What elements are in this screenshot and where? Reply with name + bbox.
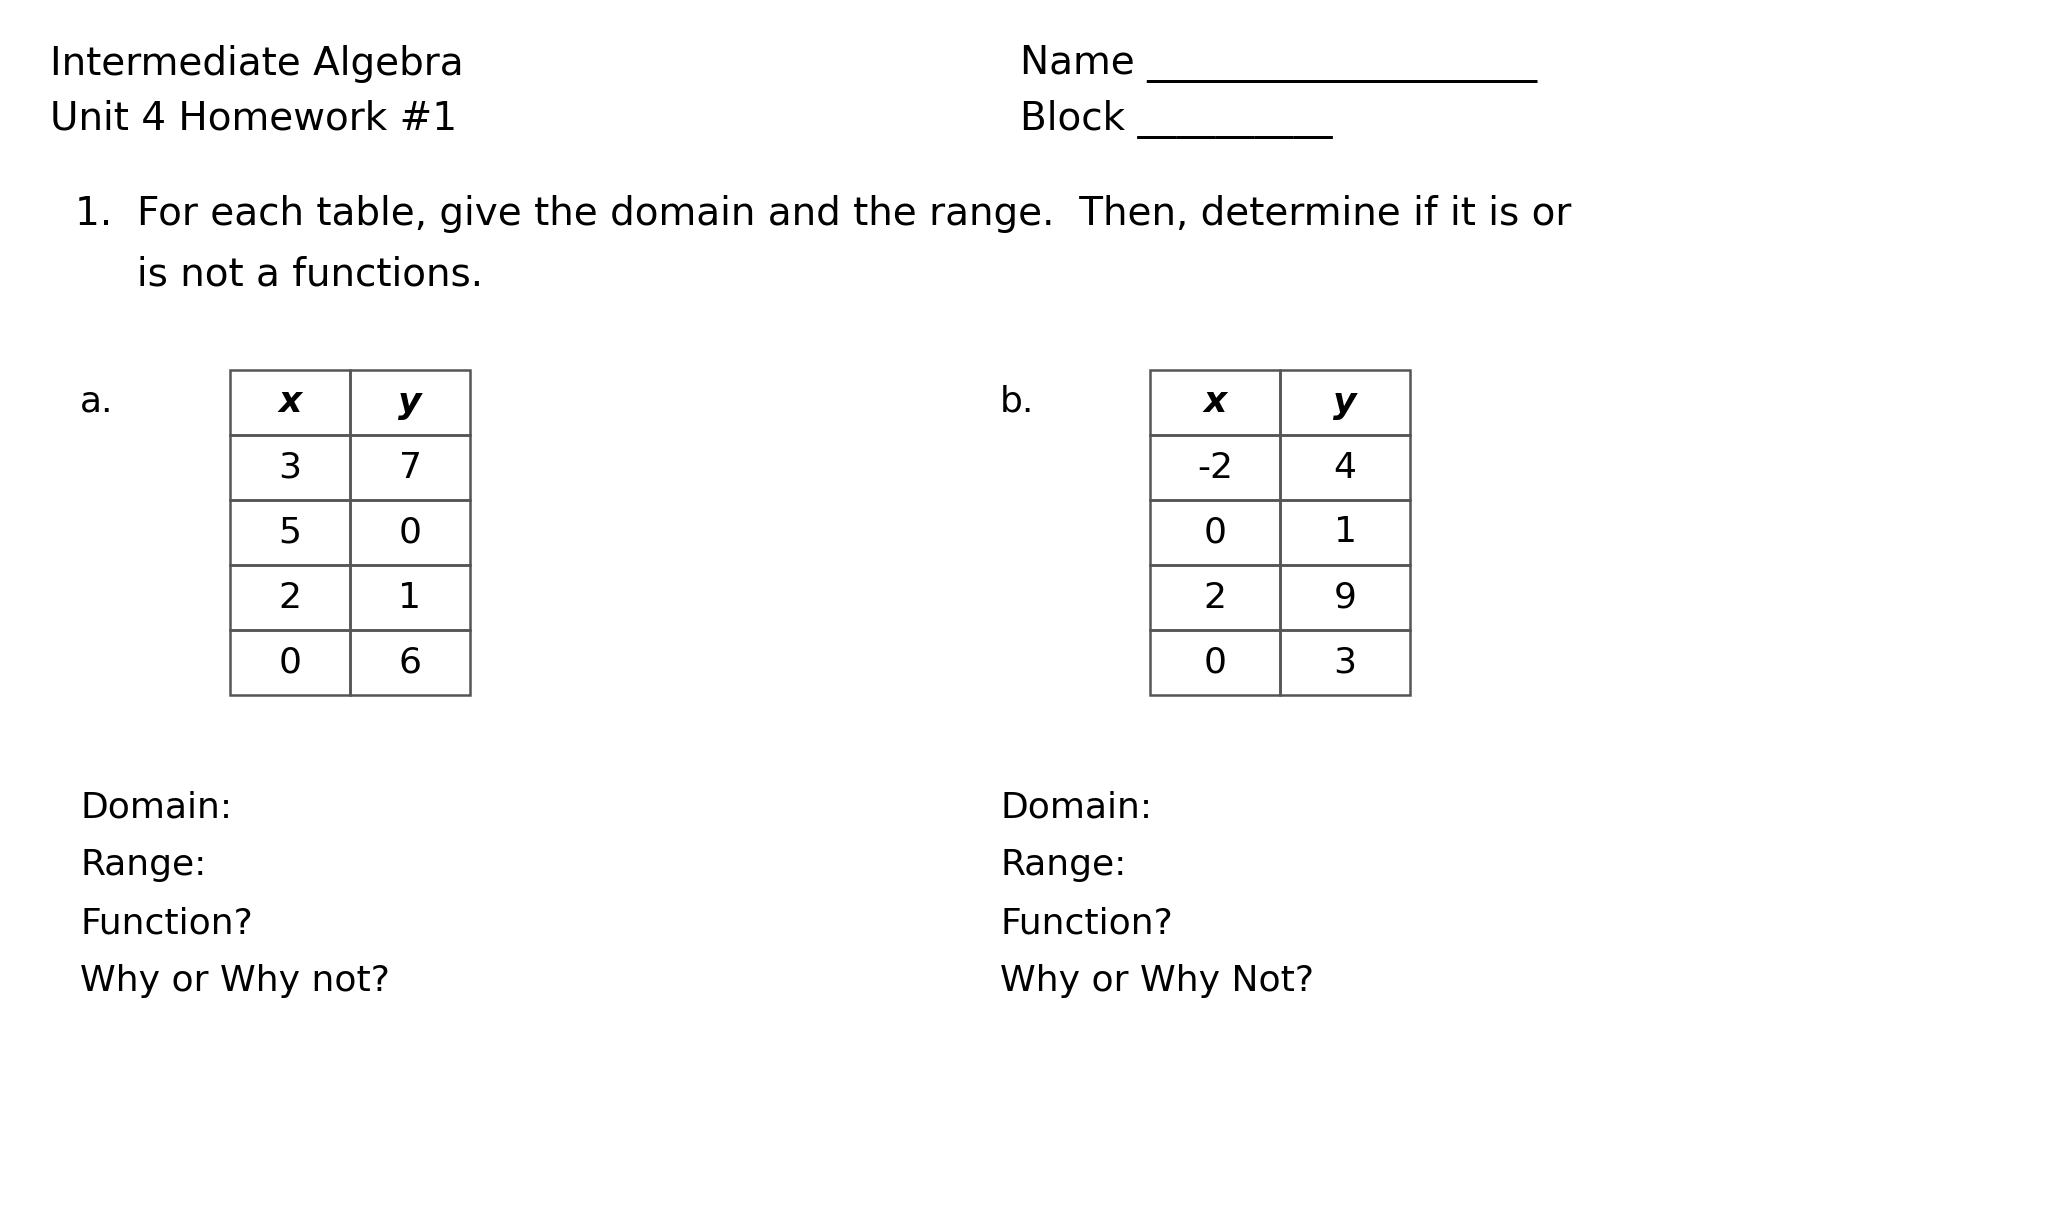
Bar xyxy=(229,565,350,630)
Text: 6: 6 xyxy=(399,646,421,680)
Text: 1: 1 xyxy=(1334,515,1356,549)
Bar xyxy=(1281,630,1410,695)
Text: 0: 0 xyxy=(399,515,421,549)
Text: 1.  For each table, give the domain and the range.  Then, determine if it is or: 1. For each table, give the domain and t… xyxy=(76,195,1571,233)
Text: Function?: Function? xyxy=(80,906,254,940)
Bar xyxy=(350,370,471,435)
Bar xyxy=(1281,370,1410,435)
Bar xyxy=(1150,370,1281,435)
Bar xyxy=(350,565,471,630)
Text: 0: 0 xyxy=(278,646,301,680)
Text: Range:: Range: xyxy=(80,848,207,882)
Text: Domain:: Domain: xyxy=(80,790,231,825)
Text: Domain:: Domain: xyxy=(1000,790,1152,825)
Text: 3: 3 xyxy=(1334,646,1356,680)
Bar xyxy=(1150,565,1281,630)
Text: a.: a. xyxy=(80,385,113,419)
Text: x: x xyxy=(1203,386,1228,419)
Bar xyxy=(350,435,471,501)
Text: Function?: Function? xyxy=(1000,906,1172,940)
Text: Name ____________________: Name ____________________ xyxy=(1021,45,1537,83)
Text: b.: b. xyxy=(1000,385,1035,419)
Text: Range:: Range: xyxy=(1000,848,1127,882)
Text: Intermediate Algebra: Intermediate Algebra xyxy=(49,45,464,83)
Bar xyxy=(229,370,350,435)
Text: Why or Why Not?: Why or Why Not? xyxy=(1000,963,1314,998)
Text: Unit 4 Homework #1: Unit 4 Homework #1 xyxy=(49,100,456,138)
Text: 1: 1 xyxy=(399,581,421,615)
Text: -2: -2 xyxy=(1197,451,1234,485)
Bar xyxy=(1150,630,1281,695)
Bar xyxy=(350,630,471,695)
Bar xyxy=(1281,565,1410,630)
Text: 2: 2 xyxy=(278,581,301,615)
Text: 4: 4 xyxy=(1334,451,1356,485)
Text: x: x xyxy=(278,386,301,419)
Text: is not a functions.: is not a functions. xyxy=(76,255,483,294)
Bar xyxy=(229,501,350,565)
Text: 0: 0 xyxy=(1203,515,1226,549)
Bar xyxy=(350,501,471,565)
Bar xyxy=(229,435,350,501)
Bar xyxy=(1150,501,1281,565)
Text: 0: 0 xyxy=(1203,646,1226,680)
Bar xyxy=(1150,435,1281,501)
Text: Why or Why not?: Why or Why not? xyxy=(80,963,391,998)
Bar xyxy=(1281,435,1410,501)
Bar xyxy=(229,630,350,695)
Text: 5: 5 xyxy=(278,515,301,549)
Text: y: y xyxy=(1334,386,1356,419)
Text: y: y xyxy=(399,386,421,419)
Text: 2: 2 xyxy=(1203,581,1226,615)
Text: Block __________: Block __________ xyxy=(1021,100,1332,139)
Text: 7: 7 xyxy=(399,451,421,485)
Text: 3: 3 xyxy=(278,451,301,485)
Text: 9: 9 xyxy=(1334,581,1356,615)
Bar xyxy=(1281,501,1410,565)
